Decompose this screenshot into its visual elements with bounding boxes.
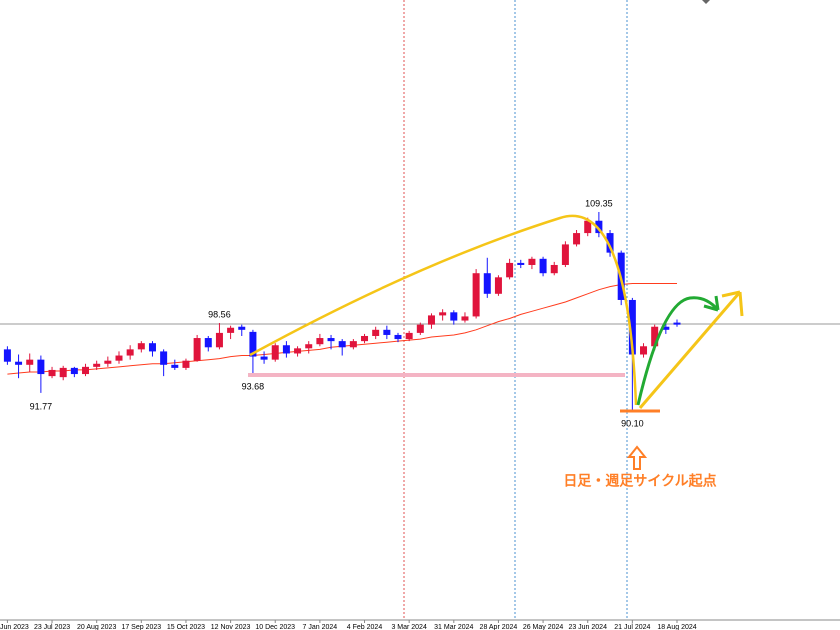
- x-tick-label: 15 Oct 2023: [167, 624, 205, 630]
- marks: 98.56 109.35 91.77 93.68 90.10 Jun 2023 23 Jul…: [0, 198, 840, 630]
- candle-body: [227, 327, 235, 333]
- candle-body: [483, 273, 491, 294]
- candle-body: [539, 258, 547, 274]
- candle-body: [595, 220, 603, 234]
- candle-body: [137, 343, 145, 350]
- candle-body: [461, 316, 469, 321]
- candle-body: [249, 331, 257, 357]
- x-tick-label: 28 Apr 2024: [480, 624, 518, 630]
- price-label: 93.68: [242, 382, 265, 392]
- candle-body: [550, 264, 558, 274]
- candle-body: [372, 329, 380, 336]
- price-label: 91.77: [30, 401, 53, 411]
- candle-body: [126, 349, 134, 356]
- candle-body: [215, 332, 223, 348]
- green-arrow: [636, 295, 720, 406]
- candle-body: [628, 299, 636, 355]
- candle-body: [361, 335, 369, 342]
- x-tick-label: 12 Nov 2023: [211, 624, 251, 630]
- candle-body: [450, 312, 458, 321]
- candle-body: [238, 326, 246, 330]
- annotation-text: 日足・週足サイクル起点: [563, 473, 716, 489]
- price-label: 109.35: [585, 198, 613, 208]
- candle-body: [606, 233, 614, 253]
- candle-body: [48, 369, 56, 377]
- cycle-arc: [249, 214, 638, 406]
- candle-body: [517, 262, 525, 265]
- candle-body: [15, 361, 23, 365]
- price-label: 98.56: [208, 309, 231, 319]
- candle-body: [204, 338, 212, 348]
- candle-body: [193, 338, 201, 361]
- candle-body: [439, 312, 447, 316]
- candle-body: [338, 341, 346, 348]
- x-tick-label: 3 Mar 2024: [391, 624, 427, 630]
- candle-body: [528, 258, 536, 265]
- candle-body: [383, 329, 391, 335]
- x-tick-label: 23 Jul 2023: [34, 624, 70, 630]
- candle-body: [182, 360, 190, 368]
- x-tick-label: 20 Aug 2023: [77, 624, 116, 630]
- candle-body: [82, 366, 90, 375]
- candle-body: [494, 277, 502, 294]
- candle-body: [427, 315, 435, 325]
- x-tick-label: 17 Sep 2023: [121, 624, 161, 630]
- x-tick-label: 18 Aug 2024: [657, 624, 696, 630]
- candle-body: [394, 334, 402, 340]
- candle-body: [405, 332, 413, 340]
- candle-body: [171, 364, 179, 368]
- candle-body: [640, 346, 648, 355]
- candle-body: [260, 356, 268, 360]
- candle-body: [662, 326, 670, 330]
- candle-body: [282, 345, 290, 354]
- up-arrow-icon: [626, 445, 648, 470]
- candle-body: [416, 324, 424, 333]
- hand-annotations: 日足・週足サイクル起点: [248, 214, 744, 489]
- candle-body: [673, 322, 681, 325]
- x-tick-label: Jun 2023: [0, 624, 29, 630]
- x-tick-label: 4 Feb 2024: [347, 624, 383, 630]
- candle-body: [148, 343, 156, 352]
- shift-marker: [702, 0, 710, 4]
- price-label: 90.10: [621, 418, 644, 428]
- x-tick-label: 31 Mar 2024: [434, 624, 473, 630]
- candle-body: [584, 220, 592, 234]
- candle-body: [160, 351, 168, 365]
- candle-body: [59, 367, 67, 378]
- candle-body: [104, 360, 112, 364]
- candle-body: [115, 355, 123, 361]
- x-tick-label: 21 Jul 2024: [614, 624, 650, 630]
- candle-body: [327, 338, 335, 342]
- candle-body: [506, 262, 514, 278]
- candle-body: [37, 359, 45, 375]
- candle-body: [305, 344, 313, 349]
- candle-body: [70, 367, 78, 375]
- x-tick-label: 26 May 2024: [523, 624, 564, 630]
- candle-body: [651, 326, 659, 347]
- x-tick-label: 7 Jan 2024: [303, 624, 338, 630]
- yellow-arrow: [638, 290, 744, 409]
- candle-body: [316, 338, 324, 345]
- candle-body: [93, 363, 101, 367]
- candle-body: [349, 341, 357, 348]
- candle-body: [26, 359, 34, 365]
- x-tick-label: 10 Dec 2023: [255, 624, 295, 630]
- candle-body: [271, 345, 279, 360]
- candle-body: [3, 349, 11, 362]
- candle-body: [573, 233, 581, 245]
- x-tick-label: 23 Jun 2024: [568, 624, 607, 630]
- candle-body: [294, 348, 302, 354]
- candle-body: [561, 244, 569, 265]
- candle-body: [472, 273, 480, 317]
